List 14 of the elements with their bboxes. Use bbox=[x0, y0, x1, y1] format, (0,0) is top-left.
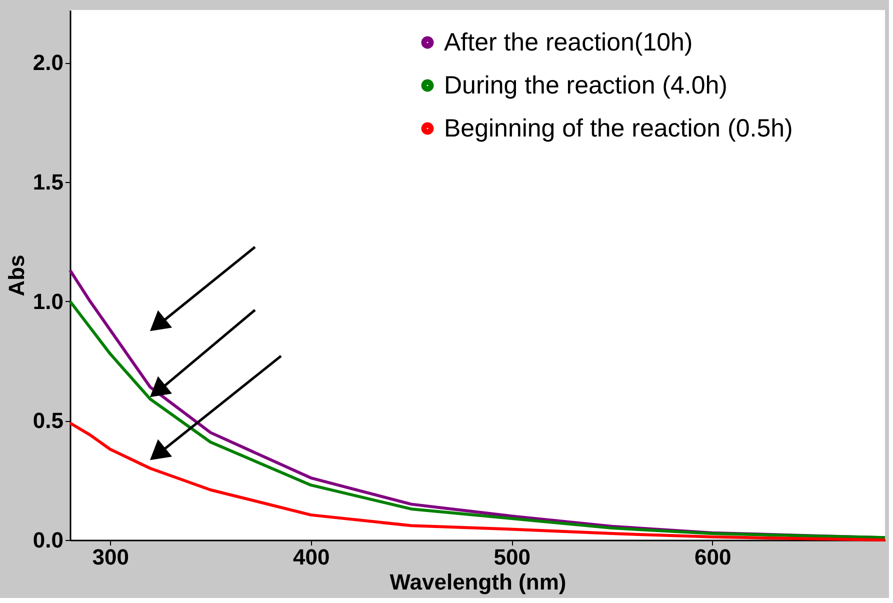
y-tick-label: 2.0 bbox=[32, 50, 64, 76]
legend-label: After the reaction(10h) bbox=[444, 28, 693, 56]
y-axis-title: Abs bbox=[4, 254, 29, 296]
x-tick-label: 600 bbox=[694, 544, 732, 570]
legend-label: Beginning of the reaction (0.5h) bbox=[444, 114, 793, 142]
legend-label: During the reaction (4.0h) bbox=[444, 72, 728, 100]
y-tick-label: 0.0 bbox=[32, 528, 64, 552]
x-tick-label: 400 bbox=[293, 544, 330, 570]
x-axis-title: Wavelength (nm) bbox=[390, 570, 566, 594]
x-tick-label: 500 bbox=[494, 544, 530, 570]
y-tick-label: 1.5 bbox=[32, 169, 64, 194]
y-tick-label: 0.5 bbox=[32, 408, 64, 434]
x-tick-label: 300 bbox=[92, 544, 130, 570]
y-tick-label: 1.0 bbox=[32, 288, 64, 314]
